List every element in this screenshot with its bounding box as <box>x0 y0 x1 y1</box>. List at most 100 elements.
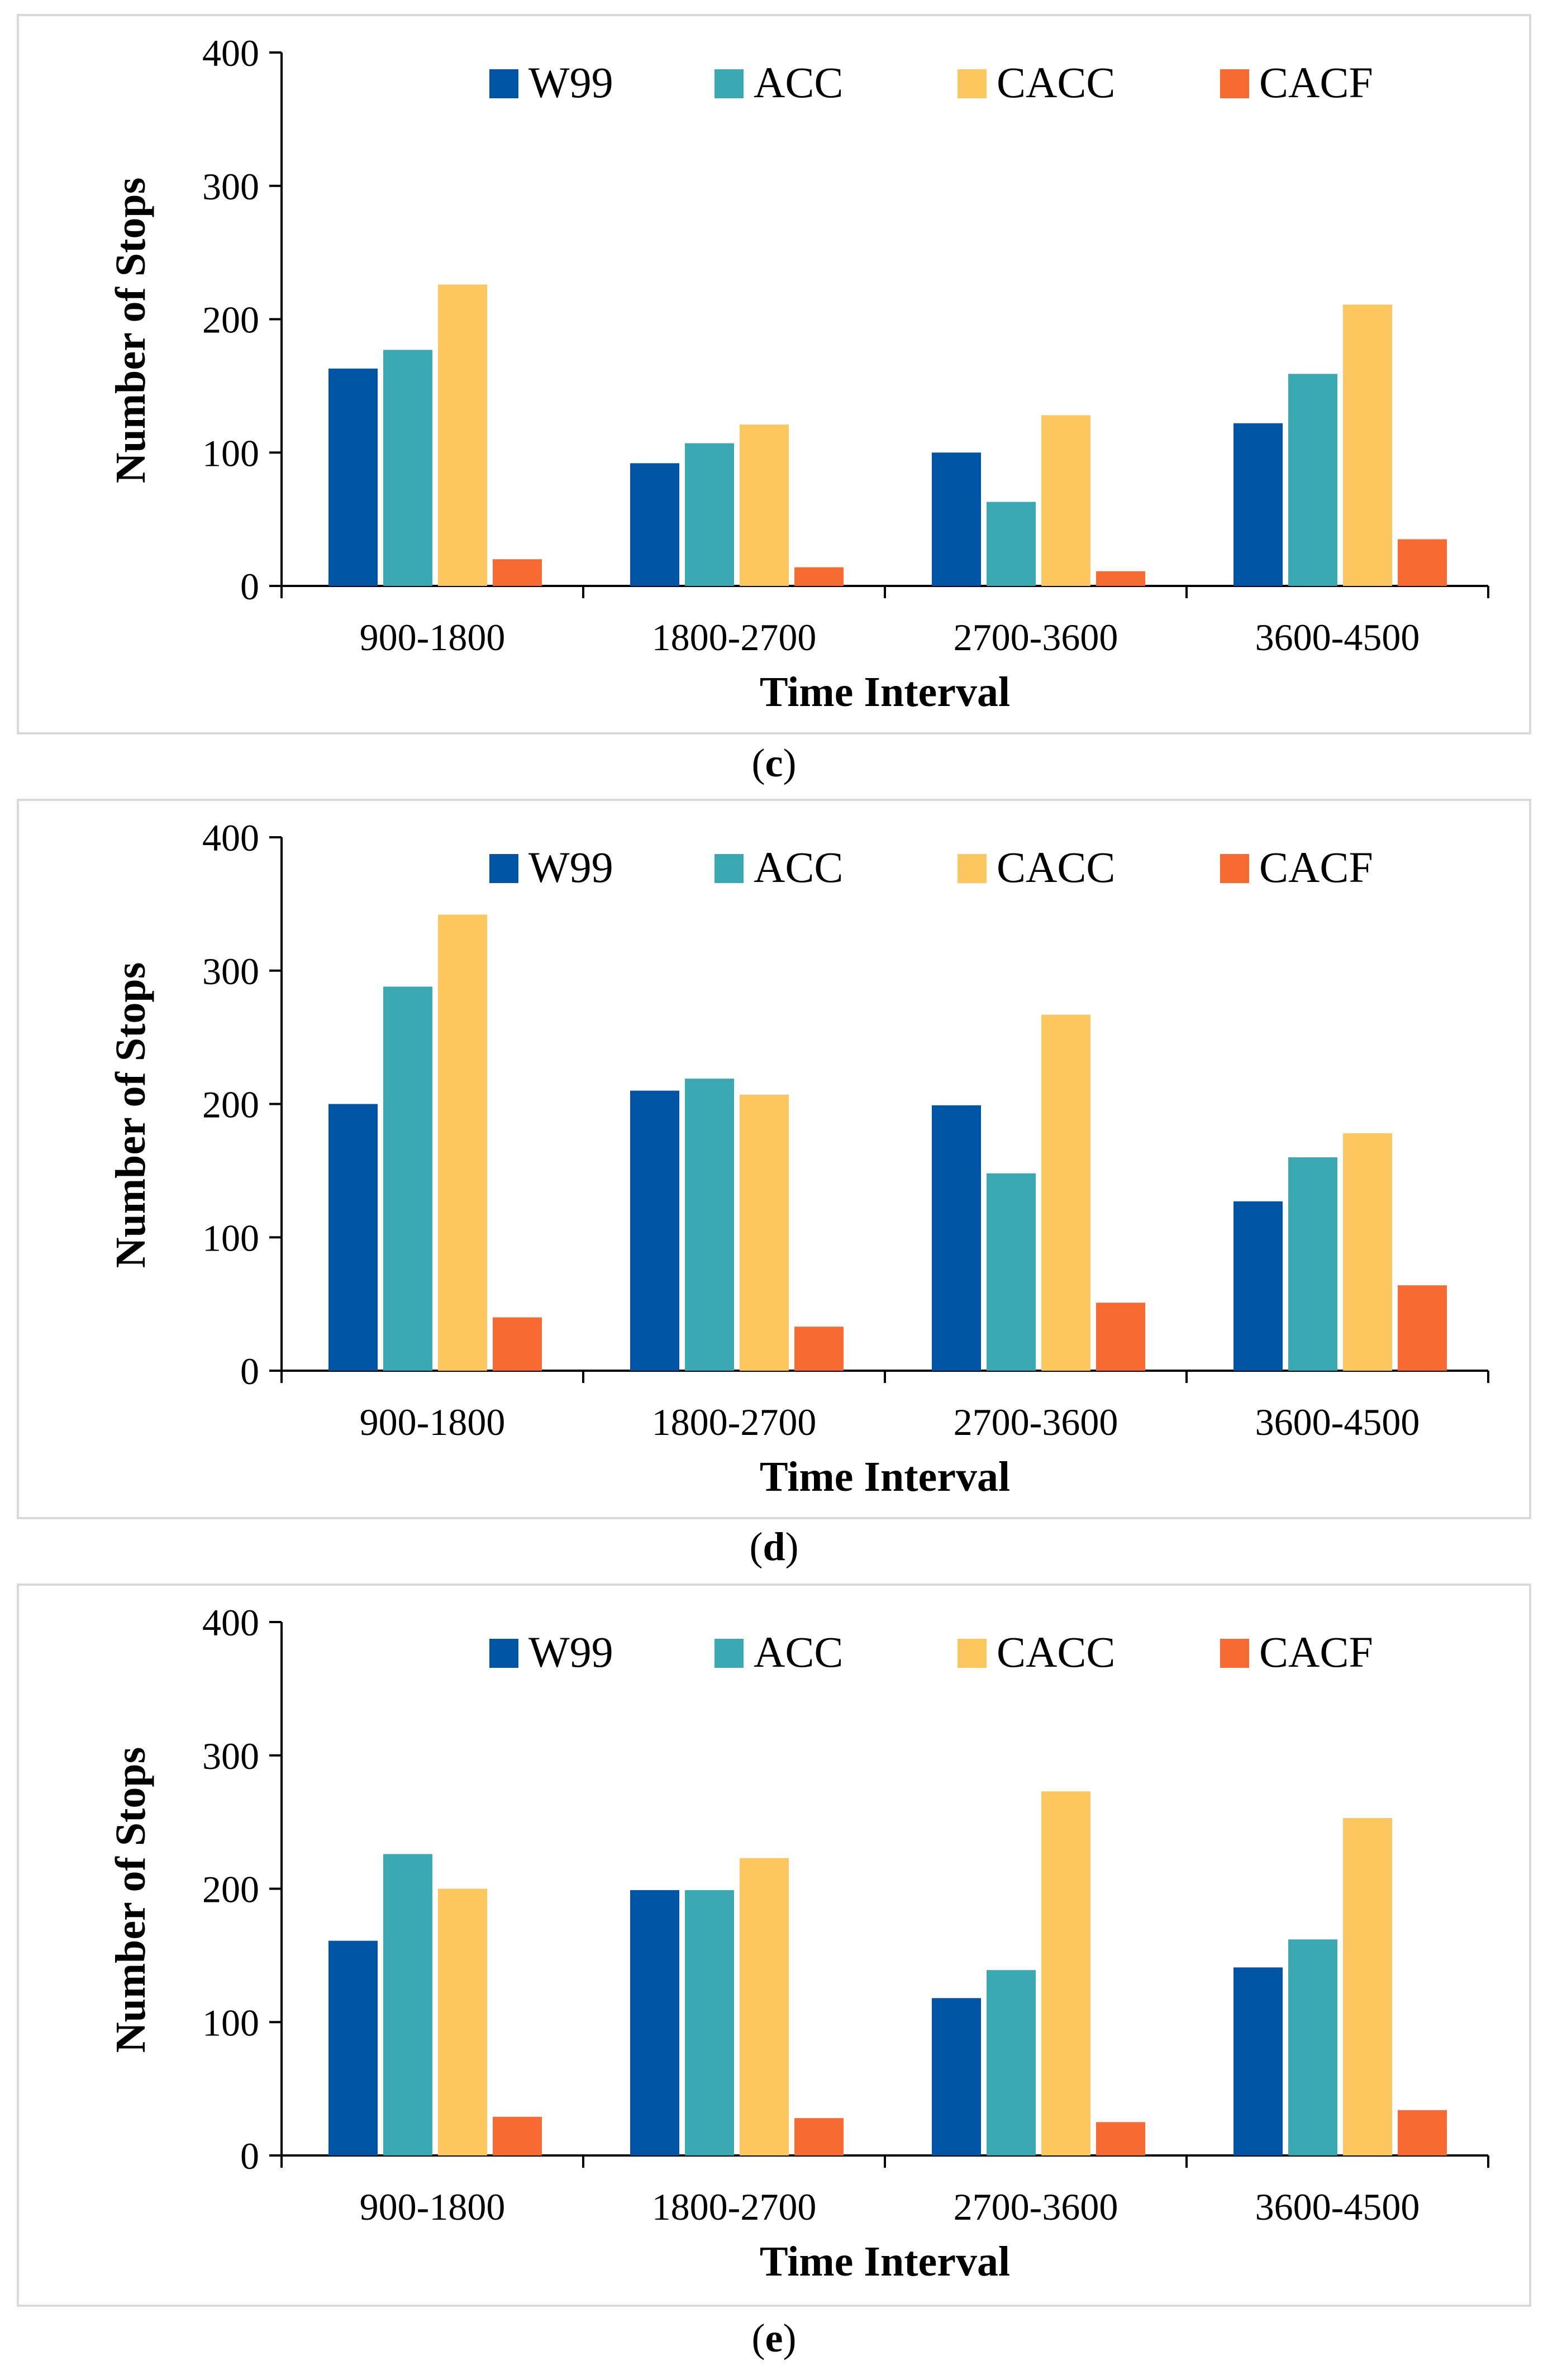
caption-c: (c) <box>751 741 797 785</box>
legend-label-w99: W99 <box>528 843 613 891</box>
bar-w99 <box>630 463 679 586</box>
y-tick-label: 0 <box>240 565 259 608</box>
x-tick-label: 900-1800 <box>360 1401 506 1443</box>
bar-w99 <box>328 1104 378 1371</box>
bar-w99 <box>932 452 981 586</box>
legend-swatch-w99 <box>489 854 518 883</box>
bar-cacc <box>1041 1791 1090 2155</box>
bar-cacf <box>1398 539 1447 586</box>
legend-swatch-acc <box>715 854 744 883</box>
bar-cacf <box>1096 2122 1145 2155</box>
x-tick-label: 2700-3600 <box>954 1401 1118 1443</box>
bar-cacf <box>1398 2110 1447 2155</box>
x-tick-label: 1800-2700 <box>652 2186 817 2228</box>
caption-label-c: c <box>765 741 783 785</box>
bar-cacf <box>794 1327 844 1371</box>
legend-label-cacc: CACC <box>997 1628 1115 1676</box>
legend-label-cacf: CACF <box>1259 58 1373 107</box>
bar-acc <box>383 350 432 586</box>
bar-cacc <box>740 1094 789 1371</box>
caption-d: (d) <box>749 1524 799 1569</box>
y-tick-label: 400 <box>202 1601 259 1644</box>
x-tick-label: 2700-3600 <box>954 616 1118 659</box>
x-tick-label: 1800-2700 <box>652 1401 817 1443</box>
caption-label-e: e <box>765 2316 783 2360</box>
x-tick-label: 3600-4500 <box>1255 616 1420 659</box>
legend-label-w99: W99 <box>528 58 613 107</box>
bar-cacc <box>1343 304 1392 586</box>
bar-cacf <box>1096 571 1145 586</box>
y-tick-label: 100 <box>202 2001 259 2044</box>
bar-acc <box>1288 1939 1337 2155</box>
y-tick-label: 0 <box>240 2135 259 2177</box>
bar-acc <box>1288 374 1337 586</box>
y-tick-label: 400 <box>202 32 259 74</box>
x-axis-title: Time Interval <box>760 2238 1010 2285</box>
bar-w99 <box>630 1890 679 2155</box>
x-tick-label: 900-1800 <box>360 616 506 659</box>
y-tick-label: 200 <box>202 1868 259 1911</box>
y-tick-label: 400 <box>202 817 259 859</box>
bar-cacf <box>493 1317 542 1371</box>
caption-e: (e) <box>751 2316 797 2360</box>
legend-label-w99: W99 <box>528 1628 613 1676</box>
bar-w99 <box>1233 423 1283 586</box>
bar-cacc <box>1343 1818 1392 2155</box>
bar-cacc <box>438 914 487 1371</box>
y-tick-label: 300 <box>202 1735 259 1777</box>
bar-w99 <box>1233 1967 1283 2155</box>
legend-swatch-cacc <box>958 1639 987 1668</box>
bar-acc <box>987 502 1036 586</box>
legend-swatch-cacf <box>1220 1639 1249 1668</box>
y-tick-label: 300 <box>202 950 259 993</box>
chart-d: 0 100 200 300 400 900-1800 1800-2700 2700-3600 3… <box>107 817 1489 1500</box>
bar-w99 <box>1233 1201 1283 1371</box>
y-tick-label: 200 <box>202 299 259 341</box>
bar-acc <box>383 986 432 1371</box>
x-tick-label: 3600-4500 <box>1255 1401 1420 1443</box>
caption-label-d: d <box>763 1524 785 1569</box>
y-tick-label: 200 <box>202 1084 259 1126</box>
chart-e: 0 100 200 300 400 900-1800 1800-2700 2700-3600 3… <box>107 1601 1489 2285</box>
bar-acc <box>987 1970 1036 2155</box>
chart-panel-c: 0 100 200 300 400 900-1800 1800-2700 2700-3600 3… <box>17 14 1531 734</box>
chart-panel-e: 0 100 200 300 400 900-1800 1800-2700 2700-3600 3… <box>17 1584 1531 2307</box>
bar-acc <box>685 1079 734 1371</box>
y-axis-title: Number of Stops <box>107 1747 154 2053</box>
bar-cacf <box>493 2116 542 2155</box>
x-tick-label: 3600-4500 <box>1255 2186 1420 2228</box>
legend-swatch-w99 <box>489 1639 518 1668</box>
x-tick-label: 900-1800 <box>360 2186 506 2228</box>
legend-label-cacf: CACF <box>1259 843 1373 891</box>
y-tick-label: 300 <box>202 165 259 208</box>
legend-label-cacc: CACC <box>997 843 1115 891</box>
legend-swatch-acc <box>715 69 744 98</box>
x-tick-label: 2700-3600 <box>954 2186 1118 2228</box>
bar-acc <box>685 1890 734 2155</box>
x-tick-label: 1800-2700 <box>652 616 817 659</box>
legend-swatch-acc <box>715 1639 744 1668</box>
legend-swatch-cacc <box>958 69 987 98</box>
bar-cacc <box>1343 1133 1392 1371</box>
y-axis-title: Number of Stops <box>107 178 154 484</box>
legend-swatch-cacf <box>1220 69 1249 98</box>
bar-cacf <box>493 559 542 586</box>
bar-w99 <box>932 1105 981 1371</box>
bar-cacc <box>740 425 789 586</box>
y-tick-label: 100 <box>202 432 259 474</box>
chart-panel-d: 0 100 200 300 400 900-1800 1800-2700 2700-3600 3… <box>17 799 1531 1519</box>
bar-w99 <box>328 368 378 586</box>
x-axis-title: Time Interval <box>760 1453 1010 1500</box>
bar-cacc <box>740 1858 789 2155</box>
bar-acc <box>1288 1157 1337 1371</box>
legend-label-cacf: CACF <box>1259 1628 1373 1676</box>
legend-label-cacc: CACC <box>997 58 1115 107</box>
chart-c: 0 100 200 300 400 900-1800 1800-2700 2700-3600 3… <box>107 32 1489 716</box>
y-tick-label: 0 <box>240 1350 259 1392</box>
bar-w99 <box>328 1940 378 2155</box>
y-tick-label: 100 <box>202 1217 259 1259</box>
legend-label-acc: ACC <box>754 843 843 891</box>
legend-swatch-w99 <box>489 69 518 98</box>
x-axis-title: Time Interval <box>760 669 1010 716</box>
y-axis-title: Number of Stops <box>107 962 154 1268</box>
